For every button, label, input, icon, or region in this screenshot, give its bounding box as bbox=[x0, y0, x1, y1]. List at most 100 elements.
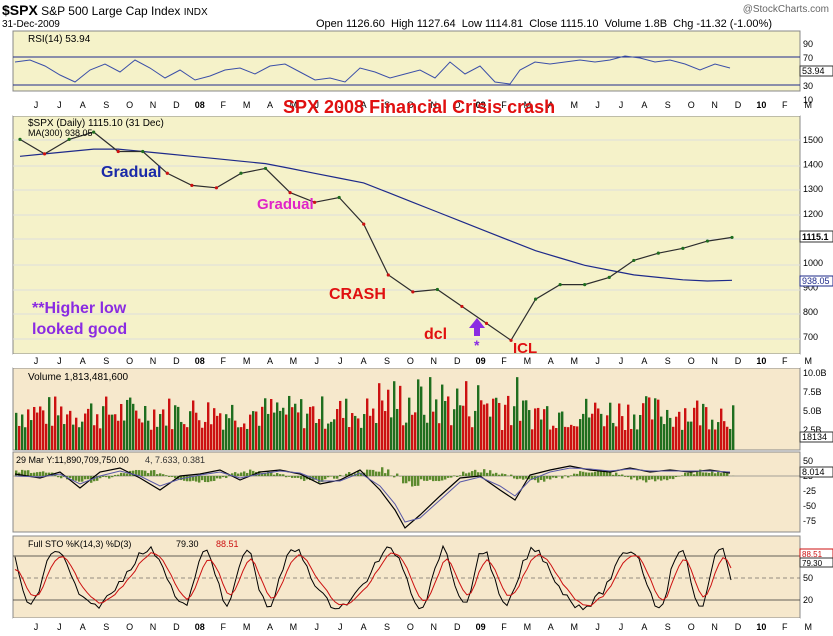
volume-bar bbox=[249, 414, 252, 450]
rsi-label: RSI(14) 53.94 bbox=[28, 34, 91, 45]
price-point bbox=[18, 137, 22, 141]
volume-bar bbox=[429, 377, 432, 450]
month-label: J bbox=[619, 622, 624, 632]
volume-bar bbox=[390, 417, 393, 450]
volume-bar bbox=[627, 404, 630, 450]
macd-histogram-bar bbox=[516, 476, 519, 480]
month-label: J bbox=[338, 622, 343, 632]
macd-histogram-bar bbox=[33, 472, 36, 476]
volume-bar bbox=[90, 403, 93, 450]
volume-bar bbox=[354, 415, 357, 450]
macd-histogram-bar bbox=[501, 473, 504, 476]
month-label: 09 bbox=[476, 622, 486, 632]
macd-histogram-bar bbox=[228, 475, 231, 476]
month-label: M bbox=[804, 100, 812, 110]
price-point bbox=[509, 338, 513, 342]
macd-histogram-bar bbox=[708, 472, 711, 476]
macd-histogram-bar bbox=[675, 476, 678, 478]
month-label: A bbox=[361, 356, 367, 366]
y-tick-label: 90 bbox=[803, 39, 813, 49]
month-label: A bbox=[80, 356, 86, 366]
macd-panel bbox=[12, 451, 801, 533]
month-label: D bbox=[735, 100, 742, 110]
volume-bar bbox=[66, 414, 69, 450]
month-label: M bbox=[570, 100, 578, 110]
price-point bbox=[681, 246, 685, 250]
macd-histogram-bar bbox=[633, 476, 636, 478]
macd-histogram-bar bbox=[669, 476, 672, 479]
macd-histogram-bar bbox=[267, 471, 270, 476]
macd-histogram-bar bbox=[123, 473, 126, 476]
volume-bar bbox=[378, 383, 381, 450]
macd-histogram-bar bbox=[672, 476, 675, 480]
volume-bar bbox=[498, 402, 501, 450]
month-label: J bbox=[338, 356, 343, 366]
volume-bar bbox=[489, 416, 492, 450]
macd-label: 29 Mar Y:11,890,709,750.00 bbox=[16, 455, 129, 465]
macd-histogram-bar bbox=[495, 472, 498, 476]
volume-bar bbox=[453, 409, 456, 450]
volume-bar bbox=[447, 396, 450, 450]
volume-bar bbox=[294, 403, 297, 450]
volume-bar bbox=[690, 421, 693, 450]
macd-histogram-bar bbox=[204, 476, 207, 483]
volume-bar bbox=[537, 407, 540, 450]
volume-bar bbox=[150, 429, 153, 450]
volume-bar bbox=[474, 410, 477, 450]
volume-bar bbox=[639, 414, 642, 450]
month-label: M bbox=[570, 356, 578, 366]
macd-histogram-bar bbox=[216, 476, 219, 479]
volume-bar bbox=[591, 413, 594, 450]
ohlc-summary: Open 1126.60 High 1127.64 Low 1114.81 Cl… bbox=[316, 18, 772, 30]
price-point bbox=[42, 152, 47, 156]
volume-bar bbox=[198, 420, 201, 450]
sto-last-k: 79.30 bbox=[802, 559, 823, 568]
macd-histogram-bar bbox=[168, 476, 171, 477]
volume-bar bbox=[243, 423, 246, 450]
macd-histogram-bar bbox=[351, 474, 354, 476]
macd-histogram-bar bbox=[192, 476, 195, 481]
volume-bar bbox=[444, 400, 447, 450]
volume-bar bbox=[225, 414, 228, 450]
macd-histogram-bar bbox=[27, 470, 30, 476]
macd-histogram-bar bbox=[666, 476, 669, 481]
volume-bar bbox=[357, 418, 360, 450]
macd-histogram-bar bbox=[441, 476, 444, 481]
month-label: M bbox=[524, 100, 532, 110]
macd-histogram-bar bbox=[234, 472, 237, 476]
volume-bar bbox=[393, 381, 396, 450]
annotation-dcl: dcl bbox=[424, 326, 448, 343]
annotation-title: SPX 2008 Financial Crisis crash bbox=[283, 97, 556, 117]
macd-histogram-bar bbox=[288, 476, 291, 477]
macd-histogram-bar bbox=[402, 476, 405, 484]
volume-bar bbox=[18, 425, 21, 450]
volume-bar bbox=[219, 413, 222, 450]
month-label: N bbox=[150, 100, 157, 110]
volume-label: Volume 1,813,481,600 bbox=[28, 372, 129, 383]
macd-histogram-bar bbox=[477, 472, 480, 476]
macd-histogram-bar bbox=[21, 469, 24, 476]
volume-bar bbox=[561, 411, 564, 450]
macd-histogram-bar bbox=[252, 470, 255, 476]
month-label: N bbox=[431, 356, 438, 366]
volume-bar bbox=[15, 412, 18, 450]
volume-bar bbox=[660, 416, 663, 450]
macd-histogram-bar bbox=[348, 471, 351, 476]
y-tick-label: 20 bbox=[803, 595, 813, 605]
sto-last-d: 88.51 bbox=[802, 550, 823, 559]
volume-bar bbox=[222, 429, 225, 450]
volume-bar bbox=[348, 427, 351, 450]
macd-histogram-bar bbox=[639, 476, 642, 480]
volume-bar bbox=[54, 396, 57, 450]
y-tick-label: 10 bbox=[803, 95, 813, 105]
month-label: S bbox=[103, 100, 109, 110]
volume-bar bbox=[426, 422, 429, 450]
volume-bar bbox=[240, 427, 243, 450]
month-label: A bbox=[361, 100, 367, 110]
month-label: A bbox=[80, 622, 86, 632]
price-point bbox=[263, 166, 268, 171]
macd-histogram-bar bbox=[489, 470, 492, 476]
annotation-gradual-1: Gradual bbox=[101, 164, 162, 181]
y-tick-label: 1400 bbox=[803, 160, 823, 170]
y-tick-label: 30 bbox=[803, 81, 813, 91]
